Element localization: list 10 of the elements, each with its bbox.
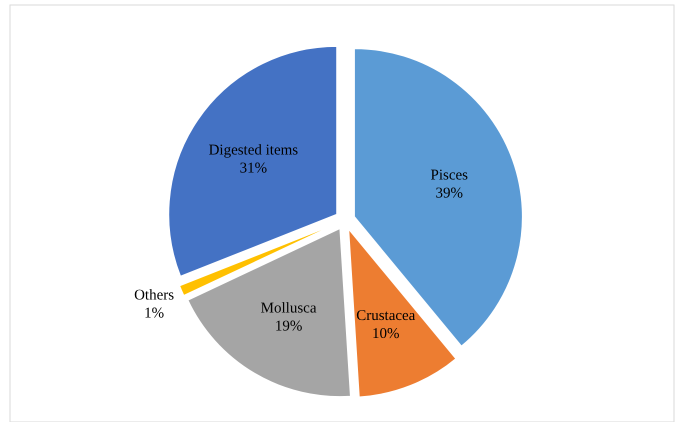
data-label: 10%: [372, 326, 400, 342]
slice-label: Crustacea: [356, 308, 416, 324]
data-label: 19%: [274, 318, 302, 334]
data-label: 1%: [144, 306, 164, 322]
data-label: 31%: [240, 160, 268, 177]
data-label: 39%: [436, 185, 463, 202]
slice-label: Digested items: [208, 142, 298, 159]
slice-label: Others: [134, 288, 174, 304]
slice-label: Pisces: [430, 167, 468, 184]
slice-label: Mollusca: [260, 300, 317, 316]
